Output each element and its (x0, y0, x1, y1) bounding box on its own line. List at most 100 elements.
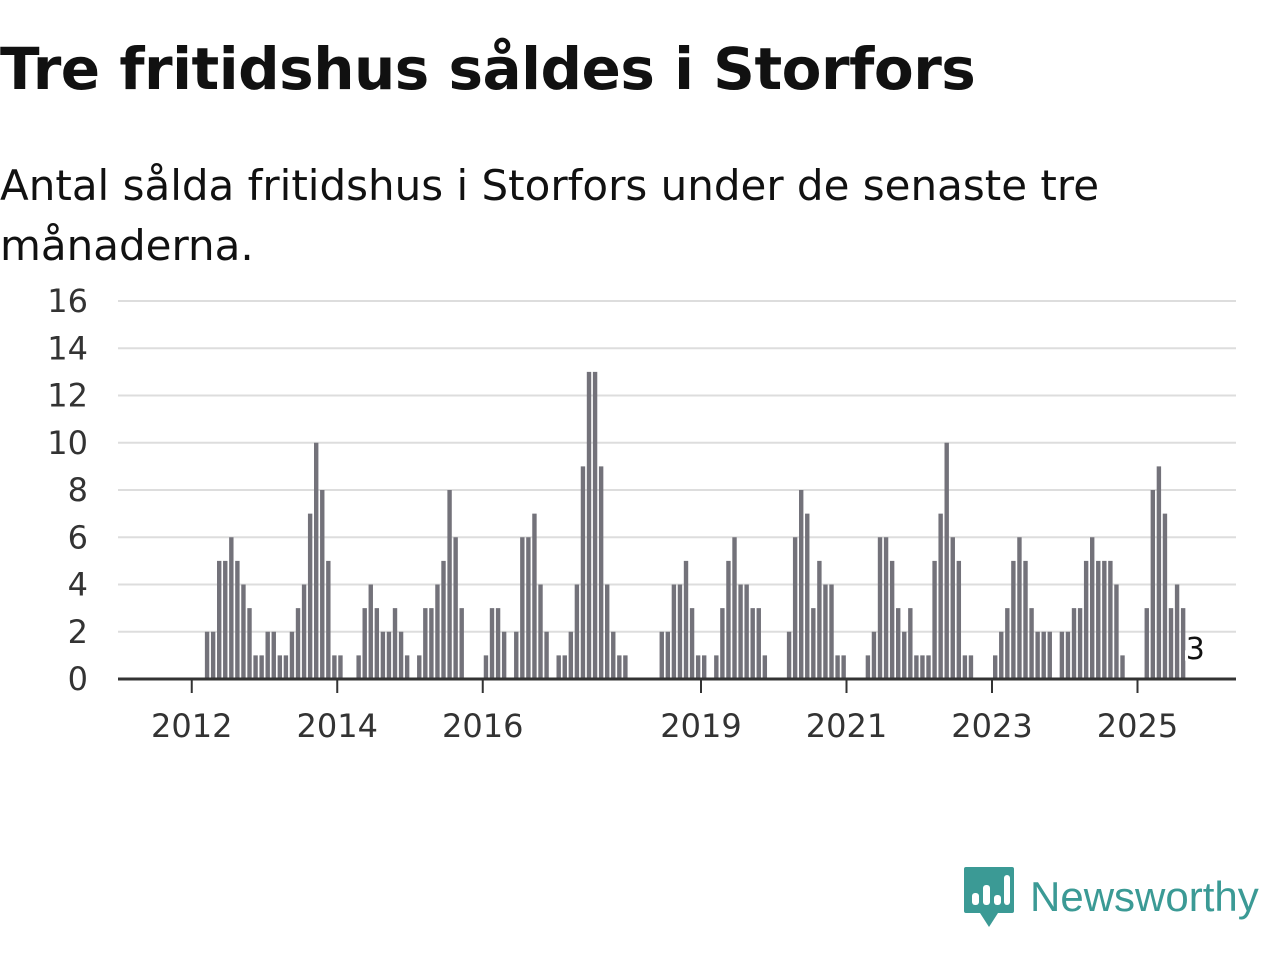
bar (1023, 560, 1028, 680)
y-axis-ticks: 0 2 4 6 8 10 12 14 16 (47, 282, 88, 698)
bar (453, 537, 458, 679)
bar (865, 655, 871, 680)
bar (598, 466, 604, 680)
bar (744, 584, 749, 679)
bar (253, 655, 258, 680)
bar (210, 631, 216, 679)
bar (289, 631, 295, 679)
bar (332, 655, 337, 680)
bar (1071, 608, 1077, 680)
bar (799, 490, 804, 679)
bar (338, 655, 343, 680)
bar (1041, 631, 1046, 679)
bar (277, 655, 283, 680)
bar (823, 584, 828, 679)
bar (1174, 584, 1180, 679)
bar (950, 537, 955, 679)
bar (792, 537, 798, 679)
bar (617, 655, 622, 680)
bar (671, 584, 677, 679)
y-tick-label: 2 (68, 613, 88, 651)
bar (1156, 466, 1162, 680)
bar (386, 631, 392, 679)
x-tick-label: 2016 (442, 707, 523, 745)
bar (320, 490, 325, 679)
bar (459, 608, 464, 680)
bar (1108, 560, 1113, 680)
bar (204, 631, 210, 679)
bar (1011, 560, 1016, 680)
bar (538, 584, 543, 679)
bar (720, 608, 725, 680)
bar (301, 584, 307, 679)
bar (914, 655, 919, 680)
bar (835, 655, 840, 680)
bar (1144, 608, 1149, 680)
bar (817, 560, 822, 680)
bar (441, 560, 446, 680)
bar (1180, 608, 1186, 680)
bar (1168, 608, 1174, 680)
bar (247, 608, 252, 680)
bar (968, 655, 974, 680)
y-tick-label: 10 (47, 424, 88, 462)
x-tick-label: 2021 (806, 707, 887, 745)
bar (362, 608, 367, 680)
bar (307, 513, 313, 680)
bar (908, 608, 913, 680)
bar (241, 584, 246, 679)
bar (295, 608, 301, 680)
bar (811, 608, 816, 680)
bar (520, 537, 525, 679)
bar (435, 584, 440, 679)
bar (501, 631, 507, 679)
bar (829, 584, 834, 679)
bar (1035, 631, 1040, 679)
bar (665, 631, 671, 679)
bar (380, 631, 386, 679)
bar (271, 631, 276, 679)
bar (944, 442, 949, 679)
gridlines (118, 300, 1236, 633)
bar (392, 608, 398, 680)
bar (956, 560, 962, 680)
bar (1150, 490, 1156, 679)
bar (889, 560, 895, 680)
bar (586, 371, 592, 680)
bar (932, 560, 937, 680)
bar (417, 655, 422, 680)
x-tick-label: 2019 (660, 707, 741, 745)
y-tick-label: 0 (68, 660, 88, 698)
bar (695, 655, 701, 680)
bar (926, 655, 931, 680)
bar (217, 560, 222, 680)
x-tick-label: 2012 (151, 707, 232, 745)
bar (592, 371, 598, 680)
bar (1065, 631, 1071, 679)
bar (447, 490, 452, 679)
bar (896, 608, 901, 680)
brand-logo: Newsworthy (962, 862, 1259, 932)
bar (1090, 537, 1095, 679)
bar (871, 631, 877, 679)
bar (1114, 584, 1119, 679)
y-tick-label: 6 (68, 518, 88, 556)
bar (283, 655, 289, 680)
bar (1083, 560, 1089, 680)
bar (374, 608, 380, 680)
y-tick-label: 8 (68, 471, 88, 509)
bar (1120, 655, 1125, 680)
x-tick-label: 2025 (1097, 707, 1178, 745)
bar (235, 560, 240, 680)
bar (1059, 631, 1065, 679)
bar (750, 608, 755, 680)
bar (623, 655, 628, 680)
bar (259, 655, 264, 680)
bar (1096, 560, 1101, 680)
bar-value-label: 3 (1186, 632, 1205, 667)
bar (677, 584, 683, 679)
bar (556, 655, 561, 680)
bar (611, 631, 616, 679)
y-tick-label: 14 (47, 329, 88, 367)
